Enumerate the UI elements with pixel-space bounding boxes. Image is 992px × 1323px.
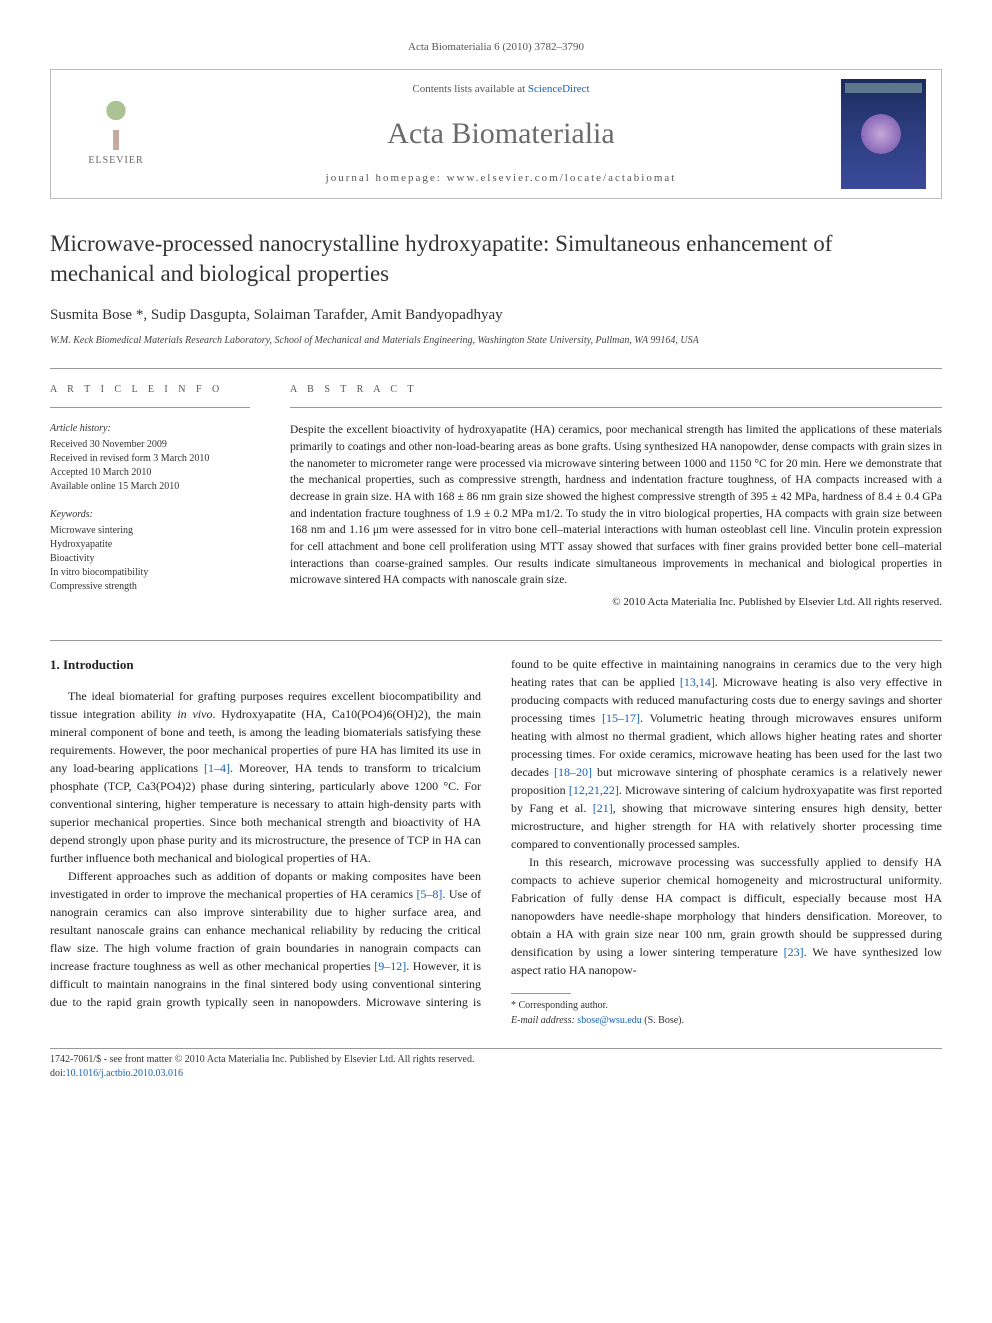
body-text: In this research, microwave processing w… xyxy=(511,855,942,959)
citation-link[interactable]: [18–20] xyxy=(554,765,592,779)
journal-homepage-line: journal homepage: www.elsevier.com/locat… xyxy=(161,171,841,186)
keywords-label: Keywords: xyxy=(50,508,250,522)
rule-bottom xyxy=(50,640,942,641)
body-paragraph: The ideal biomaterial for grafting purpo… xyxy=(50,687,481,867)
header-center: Contents lists available at ScienceDirec… xyxy=(161,82,841,187)
page: Acta Biomaterialia 6 (2010) 3782–3790 EL… xyxy=(0,0,992,1121)
keyword-item: Hydroxyapatite xyxy=(50,538,250,552)
body-columns: 1. Introduction The ideal biomaterial fo… xyxy=(50,655,942,1028)
history-online: Available online 15 March 2010 xyxy=(50,480,250,494)
authors-line: Susmita Bose *, Sudip Dasgupta, Solaiman… xyxy=(50,305,942,326)
journal-cover-thumbnail xyxy=(841,79,926,189)
citation-link[interactable]: [23] xyxy=(784,945,804,959)
article-info-block: A R T I C L E I N F O Article history: R… xyxy=(50,383,250,610)
keyword-item: Microwave sintering xyxy=(50,524,250,538)
citation-link[interactable]: [21] xyxy=(593,801,613,815)
running-head: Acta Biomaterialia 6 (2010) 3782–3790 xyxy=(50,40,942,55)
journal-header-box: ELSEVIER Contents lists available at Sci… xyxy=(50,69,942,199)
history-received: Received 30 November 2009 xyxy=(50,438,250,452)
citation-link[interactable]: [5–8] xyxy=(416,887,442,901)
article-title: Microwave-processed nanocrystalline hydr… xyxy=(50,229,942,289)
citation-link[interactable]: [1–4] xyxy=(204,761,230,775)
journal-name: Acta Biomaterialia xyxy=(161,113,841,155)
contents-prefix: Contents lists available at xyxy=(412,83,527,95)
footer-block: 1742-7061/$ - see front matter © 2010 Ac… xyxy=(50,1053,942,1081)
publisher-logo-label: ELSEVIER xyxy=(71,154,161,168)
body-paragraph: In this research, microwave processing w… xyxy=(511,853,942,979)
keyword-item: Bioactivity xyxy=(50,552,250,566)
body-text: as well as other mechanical properties xyxy=(182,959,375,973)
history-accepted: Accepted 10 March 2010 xyxy=(50,466,250,480)
publisher-logo: ELSEVIER xyxy=(71,100,161,168)
email-suffix: (S. Bose). xyxy=(644,1015,684,1026)
rule-top xyxy=(50,368,942,369)
footer-copyright: 1742-7061/$ - see front matter © 2010 Ac… xyxy=(50,1053,942,1067)
sciencedirect-link[interactable]: ScienceDirect xyxy=(528,83,590,95)
doi-link[interactable]: 10.1016/j.actbio.2010.03.016 xyxy=(66,1068,184,1079)
citation-link[interactable]: [15–17] xyxy=(602,711,640,725)
homepage-prefix: journal homepage: xyxy=(326,172,447,184)
homepage-url: www.elsevier.com/locate/actabiomat xyxy=(447,172,677,184)
history-revised: Received in revised form 3 March 2010 xyxy=(50,452,250,466)
footer-rule xyxy=(50,1048,942,1049)
meta-row: A R T I C L E I N F O Article history: R… xyxy=(50,383,942,610)
contents-lists-line: Contents lists available at ScienceDirec… xyxy=(161,82,841,97)
keyword-item: In vitro biocompatibility xyxy=(50,566,250,580)
keyword-italic: In vitro xyxy=(50,567,80,578)
italic-term: in vivo xyxy=(177,707,212,721)
citation-link[interactable]: [12,21,22] xyxy=(569,783,619,797)
section-heading: 1. Introduction xyxy=(50,655,481,675)
rule-abs xyxy=(290,407,942,408)
email-line: E-mail address: sbose@wsu.edu (S. Bose). xyxy=(511,1013,942,1028)
keyword-item: Compressive strength xyxy=(50,580,250,594)
body-text: . Moreover, HA tends to transform to tri… xyxy=(50,761,481,865)
footnote-block: * Corresponding author. E-mail address: … xyxy=(511,998,942,1028)
citation-link[interactable]: [9–12] xyxy=(374,959,406,973)
footnote-separator xyxy=(511,993,571,994)
abstract-text: Despite the excellent bioactivity of hyd… xyxy=(290,422,942,589)
rule-info xyxy=(50,407,250,408)
footer-doi-line: doi:10.1016/j.actbio.2010.03.016 xyxy=(50,1067,942,1081)
corresponding-author: * Corresponding author. xyxy=(511,998,942,1013)
abstract-block: A B S T R A C T Despite the excellent bi… xyxy=(290,383,942,610)
elsevier-tree-icon xyxy=(91,100,141,150)
affiliation: W.M. Keck Biomedical Materials Research … xyxy=(50,334,942,348)
citation-link[interactable]: [13,14] xyxy=(680,675,715,689)
email-link[interactable]: sbose@wsu.edu xyxy=(577,1015,641,1026)
abstract-copyright: © 2010 Acta Materialia Inc. Published by… xyxy=(290,595,942,610)
email-label: E-mail address: xyxy=(511,1015,575,1026)
abstract-label: A B S T R A C T xyxy=(290,383,942,397)
doi-prefix: doi: xyxy=(50,1068,66,1079)
history-label: Article history: xyxy=(50,422,250,436)
article-info-label: A R T I C L E I N F O xyxy=(50,383,250,397)
